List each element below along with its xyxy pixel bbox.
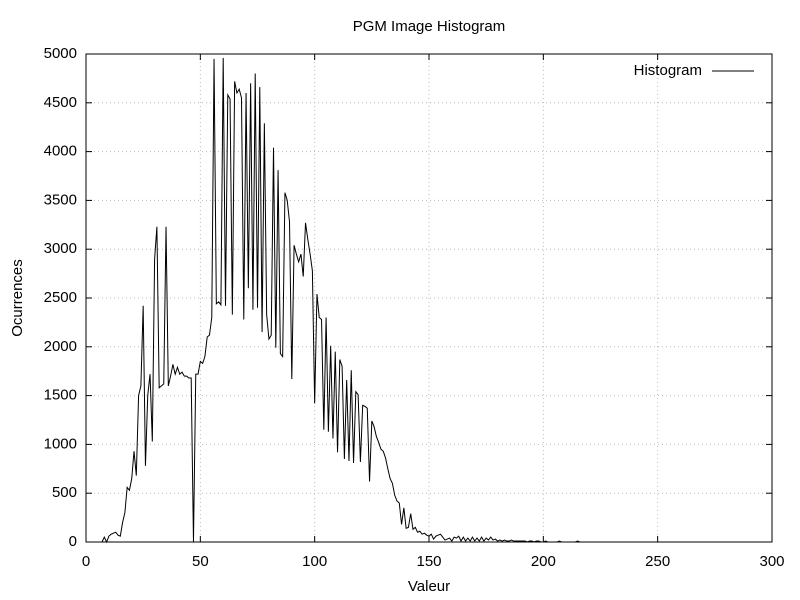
y-tick-label: 1000: [44, 435, 77, 452]
y-tick-label: 4000: [44, 143, 77, 160]
x-tick-label: 100: [302, 553, 327, 570]
y-tick-label: 2000: [44, 338, 77, 355]
y-tick-label: 3500: [44, 191, 77, 208]
legend-label: Histogram: [634, 62, 702, 79]
x-tick-label: 250: [645, 553, 670, 570]
x-tick-label: 50: [192, 553, 209, 570]
y-tick-label: 0: [69, 533, 77, 550]
y-tick-label: 3000: [44, 240, 77, 257]
y-tick-label: 5000: [44, 45, 77, 62]
plot-border: [85, 53, 773, 543]
x-tick-label: 300: [759, 553, 784, 570]
y-tick-label: 2500: [44, 289, 77, 306]
data-line: [86, 57, 670, 544]
y-tick-label: 1500: [44, 387, 77, 404]
y-tick-label: 4500: [44, 94, 77, 111]
chart-title: PGM Image Histogram: [353, 18, 506, 35]
x-tick-label: 0: [82, 553, 90, 570]
y-tick-label: 500: [52, 484, 77, 501]
y-axis-label: Ocurrences: [9, 259, 26, 337]
x-axis-label: Valeur: [408, 578, 450, 595]
x-tick-label: 200: [531, 553, 556, 570]
x-tick-label: 150: [416, 553, 441, 570]
